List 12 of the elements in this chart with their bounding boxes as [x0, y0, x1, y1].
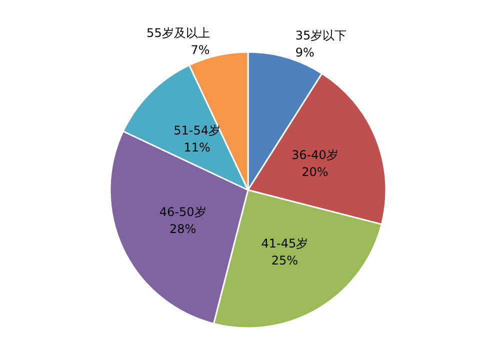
data-label: 28% [170, 222, 196, 236]
slice-label: 55岁及以上 [146, 26, 210, 40]
slice-label: 51-54岁 [174, 124, 221, 138]
slice-label: 41-45岁 [261, 236, 308, 250]
data-label: 9% [295, 46, 314, 60]
data-label: 25% [271, 253, 298, 268]
slice-label: 46-50岁 [159, 205, 206, 220]
data-label: 20% [302, 164, 328, 179]
slice-label: 36-40岁 [292, 148, 338, 162]
slice-label: 35岁以下 [295, 28, 347, 43]
data-label: 7% [190, 43, 210, 58]
data-label: 11% [184, 140, 210, 155]
